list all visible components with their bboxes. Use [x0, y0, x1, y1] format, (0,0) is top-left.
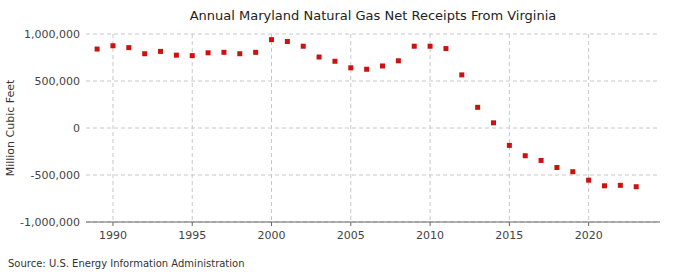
y-grid-line — [86, 128, 660, 129]
x-tick-label: 2010 — [416, 229, 444, 242]
point — [206, 50, 211, 55]
y-grid-line — [86, 222, 660, 223]
point — [380, 63, 385, 68]
point — [348, 65, 353, 70]
point — [634, 184, 639, 189]
y-grid-line — [86, 34, 660, 35]
point — [158, 49, 163, 54]
point — [110, 43, 115, 48]
x-tick-label: 2005 — [337, 229, 365, 242]
x-grid-line — [112, 34, 113, 222]
point — [221, 50, 226, 55]
x-tick — [271, 222, 272, 226]
point — [126, 45, 131, 50]
point — [396, 58, 401, 63]
point — [285, 39, 290, 44]
point — [412, 44, 417, 49]
x-tick — [509, 222, 510, 226]
point — [507, 143, 512, 148]
point — [491, 120, 496, 125]
x-tick-label: 2000 — [258, 229, 286, 242]
source-note: Source: U.S. Energy Information Administ… — [8, 258, 245, 269]
point — [570, 169, 575, 174]
point — [428, 44, 433, 49]
point — [586, 178, 591, 183]
y-tick-label: 1,000,000 — [24, 28, 80, 41]
x-tick — [192, 222, 193, 226]
point — [237, 51, 242, 56]
point — [332, 59, 337, 64]
x-grid-line — [588, 34, 589, 222]
x-tick-label: 2020 — [575, 229, 603, 242]
title: Annual Maryland Natural Gas Net Receipts… — [190, 8, 557, 23]
y-grid-line — [86, 175, 660, 176]
x-axis-line — [86, 222, 660, 223]
x-grid-line — [430, 34, 431, 222]
chart: Annual Maryland Natural Gas Net Receipts… — [0, 0, 675, 275]
x-tick — [588, 222, 589, 226]
x-grid-line — [350, 34, 351, 222]
x-tick — [112, 222, 113, 226]
point — [475, 105, 480, 110]
x-grid-line — [192, 34, 193, 222]
point — [364, 67, 369, 72]
y-tick-label: 0 — [73, 122, 80, 135]
x-grid-line — [509, 34, 510, 222]
point — [554, 165, 559, 170]
point — [539, 158, 544, 163]
x-tick — [350, 222, 351, 226]
x-tick-label: 1990 — [99, 229, 127, 242]
point — [253, 50, 258, 55]
y-grid-line — [86, 81, 660, 82]
axes: -1,000,000 -500,000 0 500,000 1,000,000 1990 1… — [20, 28, 660, 242]
point — [190, 53, 195, 58]
y-tick-label: -1,000,000 — [20, 216, 80, 229]
x-tick-label: 1995 — [178, 229, 206, 242]
point — [142, 51, 147, 56]
y-axis-label: Million Cubic Feet — [4, 79, 17, 176]
x-tick-label: 2015 — [495, 229, 523, 242]
point — [269, 37, 274, 42]
point — [443, 46, 448, 51]
x-tick — [430, 222, 431, 226]
x-grid-line — [271, 34, 272, 222]
points — [95, 37, 639, 189]
point — [618, 183, 623, 188]
y-tick-label: -500,000 — [31, 169, 80, 182]
point — [523, 153, 528, 158]
point — [317, 55, 322, 60]
point — [174, 53, 179, 58]
y-tick-label: 500,000 — [35, 75, 81, 88]
grid — [86, 34, 660, 222]
point — [602, 183, 607, 188]
point — [459, 72, 464, 77]
point — [95, 47, 100, 52]
point — [301, 44, 306, 49]
